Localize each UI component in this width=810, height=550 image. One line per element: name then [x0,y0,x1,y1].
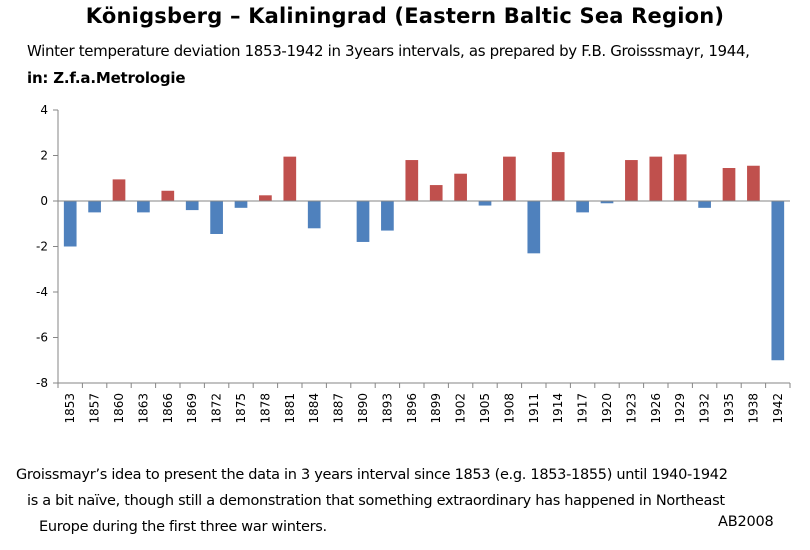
bar-1905 [478,201,492,206]
bar-1920 [600,201,614,204]
x-tick-label: 1923 [624,393,638,424]
bar-1893 [381,201,394,231]
x-tick-label: 1899 [429,393,443,424]
bar-1866 [161,190,175,201]
x-tick-label: 1869 [185,393,199,424]
bar-1863 [137,201,150,213]
bar-1902 [454,173,467,201]
chart-title: Königsberg – Kaliningrad (Eastern Baltic… [85,4,725,28]
x-axis: 1853 1857 1860 1863 1866 1869 1872 1875 1878 1881… [57,200,791,424]
y-tick-label: 0 [40,194,48,208]
bar-1872 [210,201,223,234]
x-tick-label: 1932 [698,393,712,424]
bar-1929 [673,154,687,201]
bar-1860 [112,179,126,201]
y-tick-label: -8 [36,376,48,390]
x-tick-label: 1872 [210,393,224,424]
x-tick-label: 1866 [161,393,175,424]
x-tick-label: 1914 [551,393,565,424]
x-tick-label: 1920 [600,393,614,424]
y-tick-label: 2 [40,149,48,163]
x-tick-label: 1857 [88,393,102,424]
x-tick-label: 1890 [356,393,370,424]
bar-1896 [405,160,419,201]
bar-1869 [185,201,199,211]
bar-1938 [747,165,760,201]
bar-1878 [259,195,272,201]
bar-1932 [698,201,711,208]
x-tick-label: 1911 [527,393,541,424]
subtitle-line-1: Winter temperature deviation 1853-1942 i… [27,42,750,60]
x-tick-label: 1887 [332,393,346,424]
bar-1890 [356,201,370,242]
author-signature: AB2008 [718,514,774,530]
subtitle-line-2: in: Z.f.a.Metrologie [27,69,186,87]
bar-1884 [307,201,321,229]
note-line-2: is a bit naïve, though still a demonstra… [27,493,725,509]
bar-1881 [283,156,297,201]
x-tick-label: 1908 [502,393,516,424]
bar-1926 [649,156,663,201]
x-tick-label: 1929 [673,393,687,424]
x-tick-label: 1917 [576,393,590,424]
x-tick-label: 1881 [283,393,297,424]
bar-1917 [576,201,589,213]
bar-1942 [771,201,785,361]
bar-1935 [722,168,736,201]
x-tick-label: 1935 [722,393,736,424]
x-tick-label: 1860 [112,393,126,424]
bar-1911 [527,201,541,254]
x-tick-label: 1853 [63,393,77,424]
bar-chart: 4 2 0 -2 -4 -6 -8 1853 1857 1860 1863 1866 1869 1872… [36,103,791,424]
x-tick-label: 1878 [258,393,272,424]
note-line-1: Groissmayr’s idea to present the data in… [16,467,728,483]
x-tick-label: 1942 [771,393,785,424]
x-tick-label: 1938 [746,393,760,424]
x-tick-label: 1926 [649,393,663,424]
x-tick-label: 1875 [234,393,248,424]
note-line-3: Europe during the first three war winter… [39,519,327,535]
bar-series [63,152,785,361]
y-tick-label: -4 [36,285,48,299]
bar-1923 [625,160,638,201]
bar-1914 [551,152,565,201]
bar-1908 [503,156,516,201]
chart-subtitle: Winter temperature deviation 1853-1942 i… [27,38,802,92]
y-tick-label: -6 [36,331,48,345]
bar-1857 [88,201,101,213]
bar-1899 [429,185,443,201]
x-tick-label: 1863 [136,393,150,424]
x-tick-label: 1893 [380,393,394,424]
chart-note: Groissmayr’s idea to present the data in… [10,462,805,540]
x-tick-label: 1902 [454,393,468,424]
x-tick-label: 1905 [478,393,492,424]
y-tick-label: 4 [40,103,48,117]
y-tick-label: -2 [36,240,48,254]
bar-1875 [234,201,248,208]
y-axis: 4 2 0 -2 -4 -6 -8 [36,103,59,390]
bar-1853 [63,201,77,247]
x-tick-label: 1884 [307,393,321,424]
x-tick-label: 1896 [405,393,419,424]
